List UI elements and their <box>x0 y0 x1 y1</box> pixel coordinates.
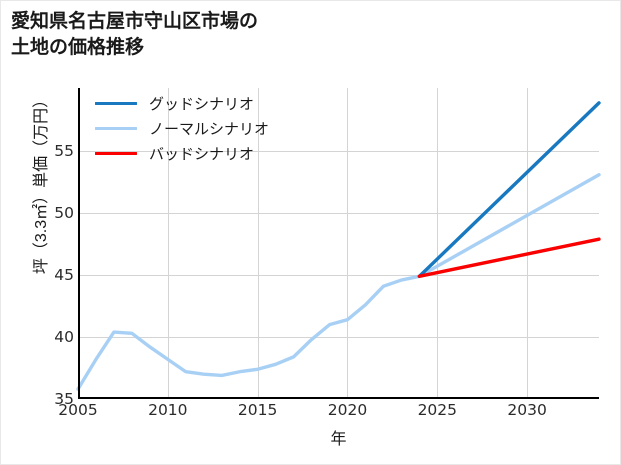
gridline-vertical <box>527 88 529 399</box>
y-tick-label: 35 <box>54 390 74 408</box>
x-tick-label: 2005 <box>58 401 98 419</box>
legend-color-swatch <box>95 101 137 106</box>
legend-item[interactable]: グッドシナリオ <box>95 91 310 116</box>
series-line <box>76 173 601 391</box>
plot-frame <box>78 88 599 399</box>
y-tick-label: 40 <box>54 328 74 347</box>
chart-legend: グッドシナリオ ノーマルシナリオ バッドシナリオ <box>95 91 310 166</box>
series-line <box>417 101 601 279</box>
x-axis-tick-labels: 2005 2010 2015 2020 2025 2030 <box>58 401 599 425</box>
y-axis-tick-labels: 35 40 45 50 55 <box>21 88 74 408</box>
series-lines <box>76 101 601 391</box>
legend-color-swatch <box>95 126 137 131</box>
legend-item-label: グッドシナリオ <box>149 96 255 113</box>
x-tick-label: 2030 <box>507 401 547 419</box>
legend-item[interactable]: バッドシナリオ <box>95 141 310 166</box>
legend-item-label: バッドシナリオ <box>149 146 255 163</box>
plot-area <box>76 88 601 399</box>
gridline-horizontal <box>78 275 599 277</box>
gridline-vertical <box>167 88 169 399</box>
legend-color-swatch <box>95 151 137 156</box>
y-tick-label: 50 <box>54 204 74 223</box>
y-tick-label: 55 <box>54 142 74 161</box>
gridline-horizontal <box>78 151 599 153</box>
gridline-horizontal <box>78 213 599 215</box>
legend-item[interactable]: ノーマルシナリオ <box>95 116 310 141</box>
gridline-horizontal <box>78 337 599 339</box>
x-tick-label: 2020 <box>327 401 368 419</box>
x-axis-label: 年 <box>330 431 347 448</box>
legend-item-label: ノーマルシナリオ <box>149 121 270 138</box>
x-tick-label: 2015 <box>237 401 278 419</box>
y-tick-label: 45 <box>54 266 74 285</box>
y-axis-label: 坪（3.3㎡）単価（万円） <box>33 91 50 275</box>
x-tick-label: 2025 <box>417 401 458 419</box>
chart-title: 愛知県名古屋市守山区市場の 土地の価格推移 <box>11 11 259 59</box>
gridline-vertical <box>437 88 439 399</box>
gridline-vertical <box>347 88 349 399</box>
series-line <box>417 237 601 279</box>
gridline-vertical <box>257 88 259 399</box>
x-tick-label: 2010 <box>148 401 188 419</box>
